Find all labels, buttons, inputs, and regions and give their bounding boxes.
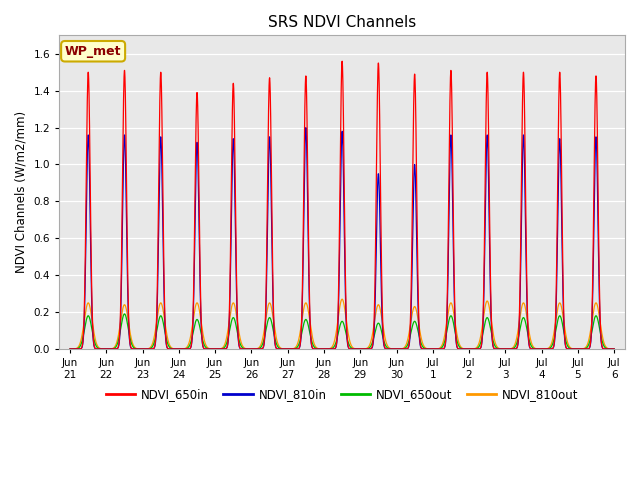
Title: SRS NDVI Channels: SRS NDVI Channels <box>268 15 416 30</box>
Legend: NDVI_650in, NDVI_810in, NDVI_650out, NDVI_810out: NDVI_650in, NDVI_810in, NDVI_650out, NDV… <box>100 384 584 406</box>
Text: WP_met: WP_met <box>65 45 122 58</box>
Y-axis label: NDVI Channels (W/m2/mm): NDVI Channels (W/m2/mm) <box>15 111 28 273</box>
